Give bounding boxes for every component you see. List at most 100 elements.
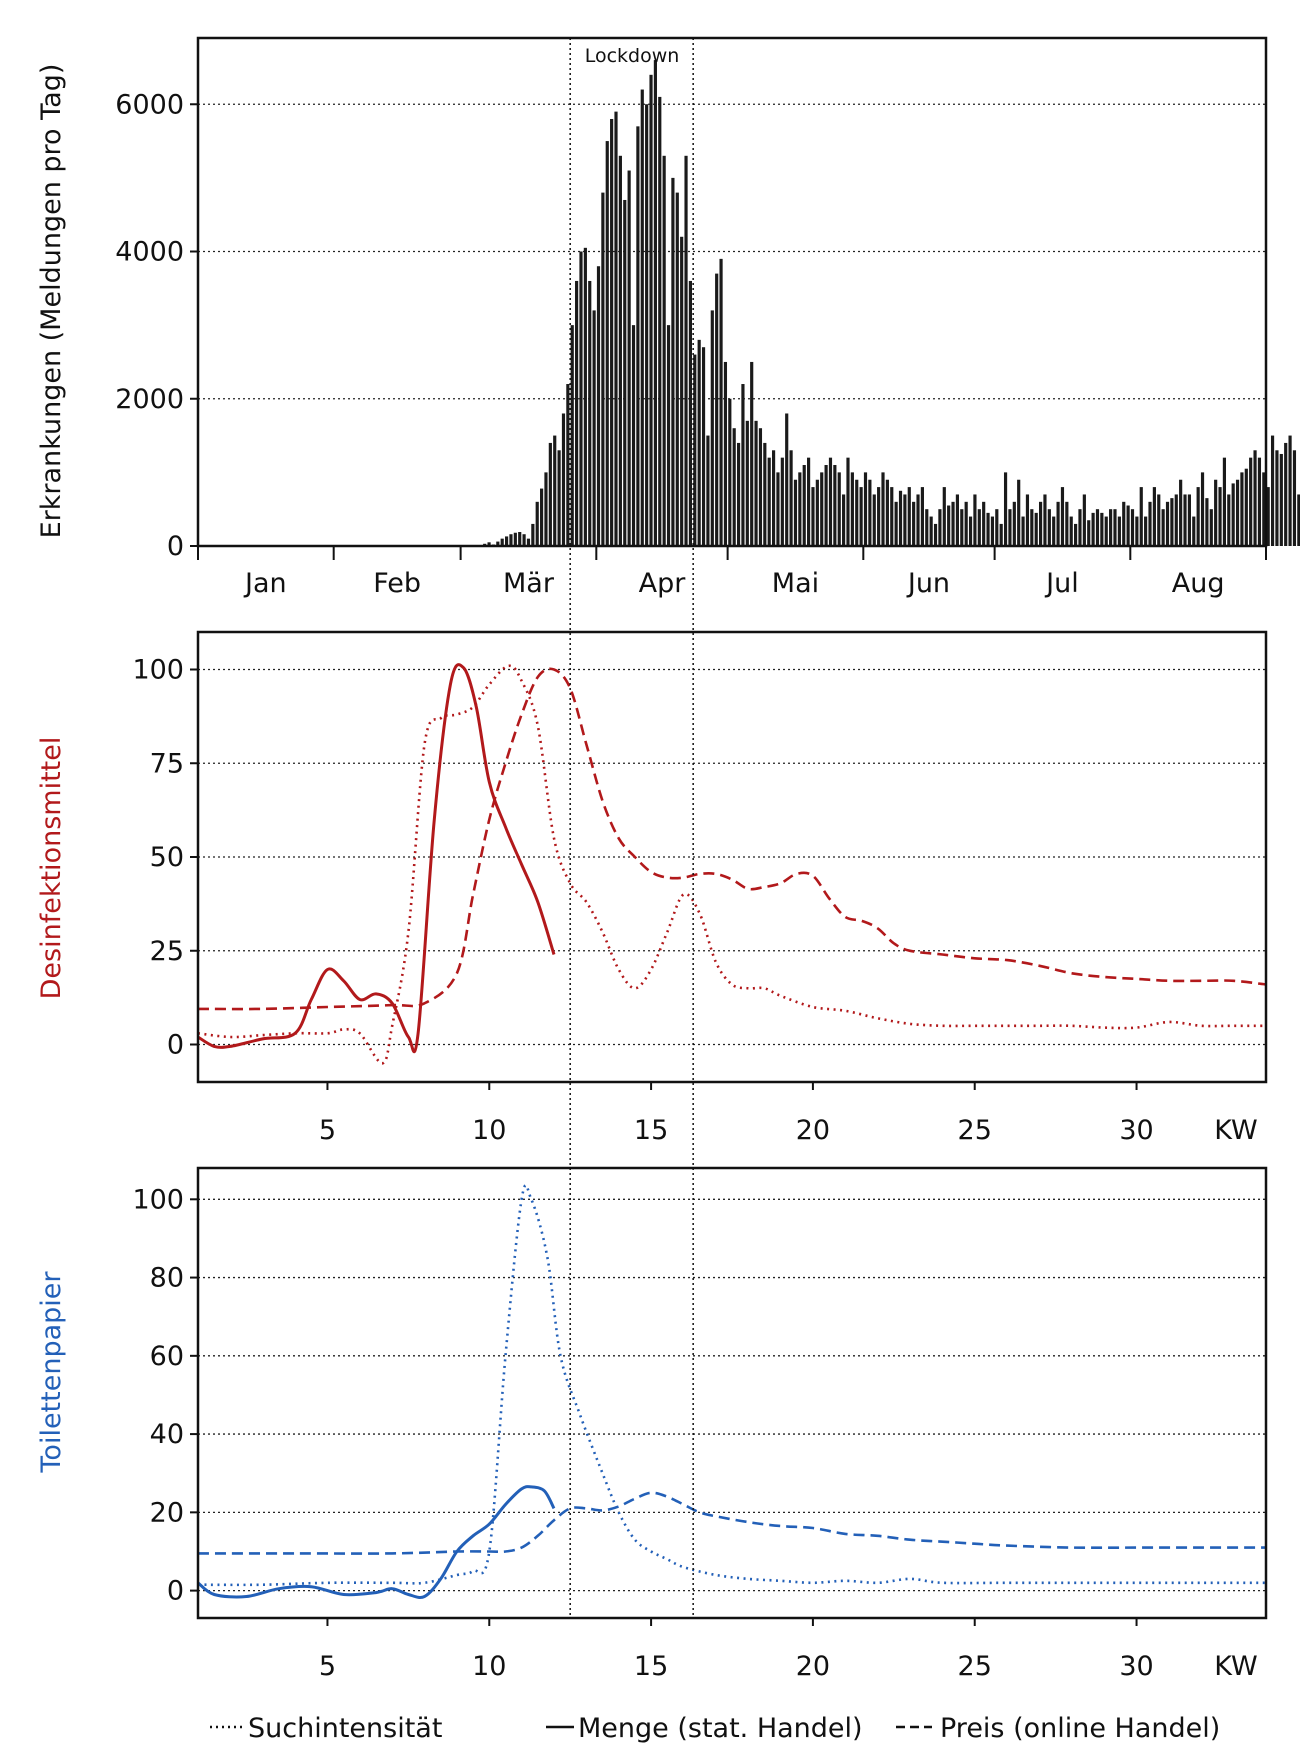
case-bar [719,258,723,546]
p3-y-tick-label: 0 [167,1576,184,1607]
case-bar [1087,520,1091,546]
p2-y-tick-label: 0 [167,1030,184,1061]
p3-y-tick-label: 100 [132,1184,184,1215]
case-bar [1240,472,1244,546]
p2-y-tick-label: 25 [150,936,184,967]
case-bar [745,420,749,546]
case-bar [1222,457,1227,546]
toiletpaper-x-ticks: 5 10 15 20 25 30 [319,1618,1154,1682]
case-bar [645,104,649,547]
cases-month-label: Jun [906,568,950,599]
cases-month-label: Jan [243,568,287,599]
case-bar [815,479,819,546]
case-bar [890,487,894,546]
case-bar [780,457,784,546]
case-bar [728,398,732,546]
case-bar [579,251,583,546]
case-bar [1183,494,1187,546]
case-bar [1227,494,1231,546]
case-bar [771,450,776,546]
toiletpaper-line-chart: 0 20 40 60 80 100 5 10 15 20 25 30 KW Toilettenpap… [36,1166,1268,1682]
case-bar [1100,512,1104,546]
case-bar [540,488,544,546]
case-bar [1091,512,1095,546]
case-bar [1008,509,1012,546]
case-bar [1130,509,1135,546]
case-bar [1257,457,1262,546]
case-bar [1095,509,1100,546]
case-bar [1025,494,1030,546]
case-bar [947,505,951,546]
p2-y-tick-label: 75 [150,748,184,779]
case-bar [680,236,684,547]
case-bar [1047,509,1051,546]
case-bar [885,479,889,546]
case-bar [513,532,517,546]
case-bar [592,310,596,546]
case-bar [640,89,644,547]
case-bar [706,435,710,546]
case-bar [588,280,592,546]
case-bar [553,435,557,546]
case-bar [1052,516,1056,546]
case-bar [509,534,513,546]
case-bar [964,501,968,546]
p3-x-tick-label: 10 [472,1651,506,1682]
case-bar [868,479,872,546]
case-bar [898,490,903,546]
p3-x-tick-label: 15 [634,1651,668,1682]
case-bar [750,361,754,546]
disinfectant-plot-frame [196,630,1268,1084]
case-bar [1078,509,1082,546]
case-bar [583,247,587,546]
case-bar [828,457,833,546]
case-bar [763,442,767,546]
cases-y-tick-label: 0 [167,531,184,562]
case-bar [741,384,745,546]
cases-bar-chart: 0 2000 4000 6000 Jan Feb Mär Apr Mai Jun Jul Aug E… [36,36,1300,599]
case-bar [1179,479,1183,546]
case-bar [504,536,509,546]
case-bar [548,442,552,546]
case-bar [758,428,763,546]
case-bar [1038,501,1043,546]
case-bar [649,74,653,547]
case-bar [960,509,964,546]
case-bar [1021,516,1025,546]
p2-series-dotted [197,664,1266,1065]
disinfectant-series [197,663,1267,1065]
case-bar [1200,472,1205,546]
case-bar [1218,487,1222,546]
toiletpaper-y-axis-label: Toilettenpapier [36,1271,67,1474]
case-bar [872,494,876,546]
disinfectant-y-axis-label: Desinfektionsmittel [36,737,67,1000]
case-bar [693,354,697,546]
case-bar [1135,516,1139,546]
p3-y-tick-label: 60 [150,1341,184,1372]
disinfectant-x-ticks: 5 10 15 20 25 30 [319,1082,1154,1146]
p2-x-tick-label: 5 [319,1115,336,1146]
toiletpaper-kw-label: KW [1214,1651,1257,1682]
p2-series-solid [197,663,556,1053]
case-bar [1069,516,1073,546]
case-bar [658,96,662,546]
case-bar [916,494,920,546]
case-bar [715,273,719,546]
case-bar [859,487,863,546]
p3-x-tick-label: 30 [1119,1651,1153,1682]
case-bar [1270,435,1275,546]
cases-month-ticks: Jan Feb Mär Apr Mai Jun Jul Aug [197,546,1267,599]
case-bar [570,325,574,546]
p3-y-tick-label: 80 [150,1263,184,1294]
case-bar [601,192,605,546]
p2-x-tick-label: 30 [1119,1115,1153,1146]
case-bar [487,542,491,546]
cases-y-tick-label: 4000 [115,237,184,268]
case-bar [566,384,570,546]
case-bar [824,465,828,546]
case-bar [605,141,609,547]
case-bar [1192,516,1196,546]
case-bar [1113,509,1117,546]
p2-y-tick-label: 50 [150,842,184,873]
case-bar [846,457,850,546]
